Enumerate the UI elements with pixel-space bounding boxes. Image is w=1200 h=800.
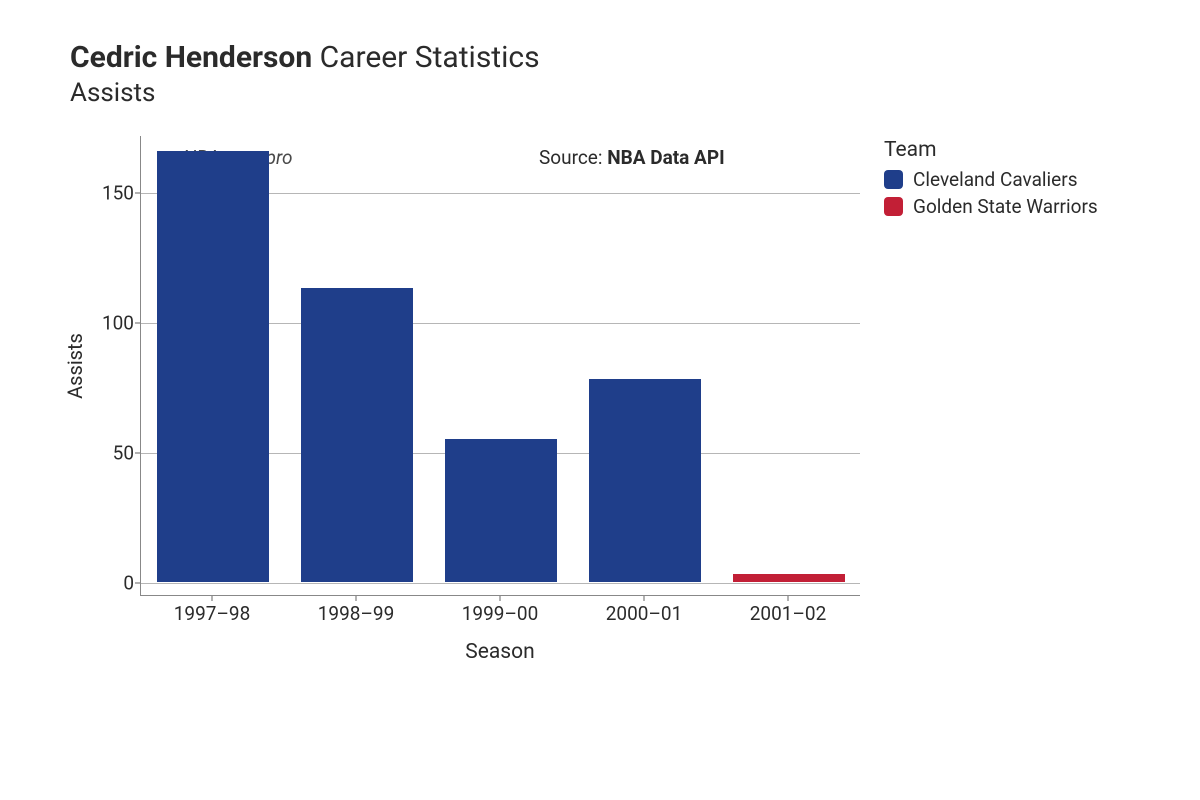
bars-container: [141, 136, 860, 595]
title-bold: Cedric Henderson: [70, 40, 312, 75]
bar: [445, 439, 557, 582]
legend: Team Cleveland Cavaliers Golden State War…: [884, 136, 1098, 596]
y-tick-label: 100: [102, 312, 134, 335]
title-rest: Career Statistics: [312, 40, 539, 75]
x-tick-label: 2000–01: [606, 602, 683, 625]
plot-area: NBAstats.pro Source: NBA Data API: [140, 136, 860, 596]
bar: [589, 379, 701, 582]
x-tick-mark: [356, 596, 357, 601]
x-tick-mark: [644, 596, 645, 601]
x-tick-label: 1998–99: [318, 602, 395, 625]
x-tick-label: 2001–02: [750, 602, 827, 625]
legend-label: Golden State Warriors: [913, 195, 1098, 218]
x-tick-mark: [500, 596, 501, 601]
y-axis-ticks: 0 50 100 150: [90, 136, 140, 596]
x-tick-mark: [212, 596, 213, 601]
y-tick-label: 0: [123, 572, 134, 595]
legend-swatch: [884, 197, 903, 216]
legend-swatch: [884, 170, 903, 189]
legend-label: Cleveland Cavaliers: [913, 168, 1078, 191]
legend-item: Cleveland Cavaliers: [884, 168, 1098, 191]
y-tick-label: 150: [102, 182, 134, 205]
y-tick-label: 50: [113, 442, 134, 465]
chart-title: Cedric Henderson Career Statistics: [70, 40, 1170, 76]
legend-item: Golden State Warriors: [884, 195, 1098, 218]
x-tick-label: 1997–98: [174, 602, 251, 625]
x-axis-ticks: 1997–98 1998–99 1999–00 2000–01 2001–02: [140, 596, 860, 626]
bar: [301, 288, 413, 582]
y-axis-label: Assists: [63, 333, 87, 399]
x-axis-label: Season: [140, 640, 860, 664]
bar: [157, 151, 269, 582]
x-tick-label: 1999–00: [462, 602, 539, 625]
chart-subtitle: Assists: [70, 78, 1170, 108]
legend-title: Team: [884, 138, 1098, 162]
x-tick-mark: [788, 596, 789, 601]
bar: [733, 574, 845, 582]
